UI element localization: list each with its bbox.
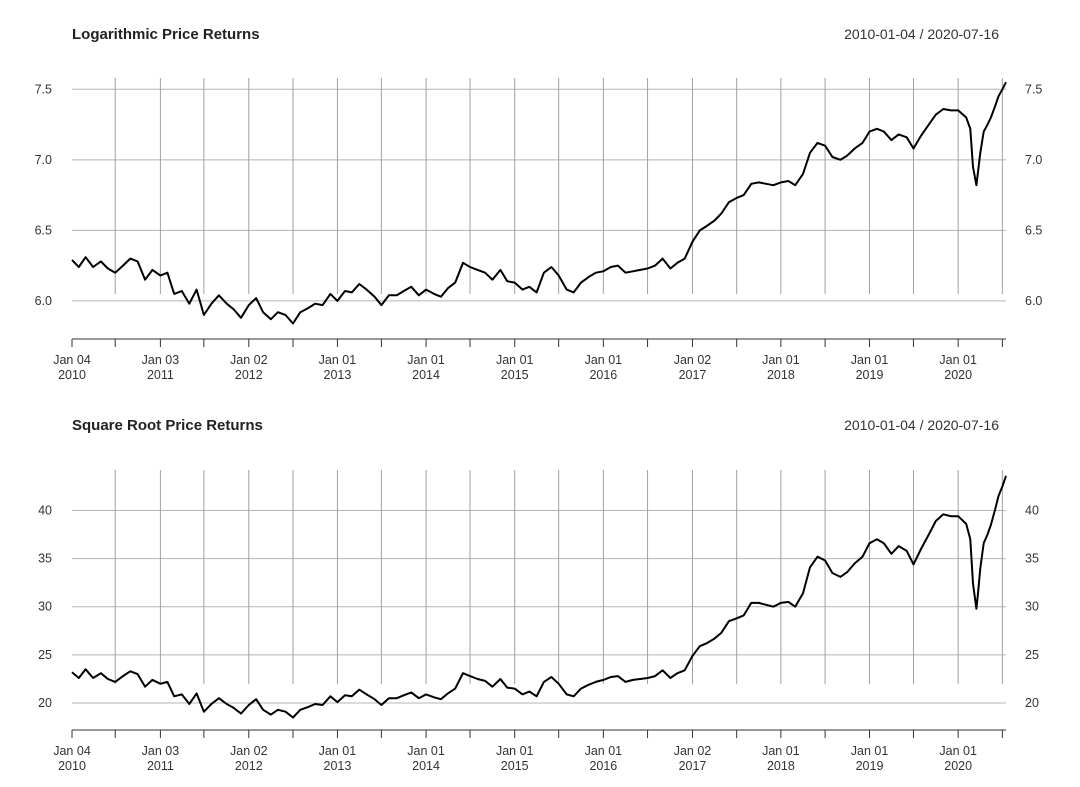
x-tick-label: Jan 04 xyxy=(53,744,91,758)
x-tick-label: 2013 xyxy=(324,759,352,773)
y-tick-labels-left: 20 25 30 35 40 xyxy=(38,503,52,710)
date-range-label: 2010-01-04 / 2020-07-16 xyxy=(844,26,999,42)
x-tick-label: Jan 02 xyxy=(230,744,268,758)
x-tick-label: 2018 xyxy=(767,368,795,382)
x-tick-label: Jan 02 xyxy=(674,353,712,367)
x-tick-label: 2011 xyxy=(147,368,174,382)
x-tick-label: Jan 01 xyxy=(496,353,534,367)
x-tick-label: 2014 xyxy=(412,368,440,382)
x-tick-label: 2011 xyxy=(147,759,174,773)
x-tick-label: 2014 xyxy=(412,759,440,773)
y-tick-label: 6.5 xyxy=(35,223,52,237)
sqrt-returns-panel: Square Root Price Returns 2010-01-04 / 2… xyxy=(38,417,1039,773)
horizontal-gridlines xyxy=(72,509,1006,704)
x-tick-label: Jan 04 xyxy=(53,353,91,367)
y-tick-label: 6.0 xyxy=(1025,294,1042,308)
price-series-line xyxy=(71,81,1007,325)
y-tick-label: 30 xyxy=(1025,600,1039,614)
horizontal-gridlines xyxy=(72,88,1006,302)
x-tick-label: 2010 xyxy=(58,759,86,773)
x-tick-label: 2019 xyxy=(856,368,884,382)
y-tick-label: 7.0 xyxy=(1025,153,1042,167)
x-tick-label: 2018 xyxy=(767,759,795,773)
x-tick-label: Jan 01 xyxy=(762,353,800,367)
x-tick-label: Jan 02 xyxy=(230,353,268,367)
x-tick-label: Jan 01 xyxy=(762,744,800,758)
x-tick-label: Jan 02 xyxy=(674,744,712,758)
x-tick-label: 2017 xyxy=(679,368,707,382)
x-tick-label: Jan 03 xyxy=(142,353,180,367)
y-tick-label: 7.5 xyxy=(35,82,52,96)
x-tick-label: Jan 01 xyxy=(407,744,445,758)
y-tick-labels-left: 6.0 6.5 7.0 7.5 xyxy=(35,82,52,308)
y-tick-labels-right: 6.0 6.5 7.0 7.5 xyxy=(1025,82,1042,308)
x-tick-label: Jan 01 xyxy=(496,744,534,758)
x-tick-label: 2017 xyxy=(679,759,707,773)
y-tick-label: 20 xyxy=(1025,696,1039,710)
y-tick-label: 35 xyxy=(1025,552,1039,566)
x-tick-label: Jan 01 xyxy=(851,744,889,758)
x-tick-label: Jan 01 xyxy=(939,353,977,367)
y-tick-label: 20 xyxy=(38,696,52,710)
x-tick-label: 2012 xyxy=(235,368,263,382)
y-tick-label: 7.5 xyxy=(1025,82,1042,96)
x-tick-label: 2016 xyxy=(589,368,617,382)
y-tick-labels-right: 20 25 30 35 40 xyxy=(1025,503,1039,710)
y-tick-label: 35 xyxy=(38,552,52,566)
chart-title: Logarithmic Price Returns xyxy=(72,26,260,43)
x-tick-label: 2012 xyxy=(235,759,263,773)
y-tick-label: 6.0 xyxy=(35,294,52,308)
price-series-line xyxy=(71,475,1007,719)
date-range-label: 2010-01-04 / 2020-07-16 xyxy=(844,417,999,433)
vertical-gridlines xyxy=(114,78,1003,294)
x-tick-label: Jan 01 xyxy=(319,353,357,367)
x-tick-label: 2019 xyxy=(856,759,884,773)
x-tick-label: 2010 xyxy=(58,368,86,382)
y-tick-label: 25 xyxy=(1025,648,1039,662)
y-tick-label: 40 xyxy=(1025,503,1039,517)
x-tick-label: Jan 01 xyxy=(939,744,977,758)
y-tick-label: 30 xyxy=(38,600,52,614)
x-tick-label: 2013 xyxy=(324,368,352,382)
log-returns-panel: Logarithmic Price Returns 2010-01-04 / 2… xyxy=(35,26,1043,382)
chart-title: Square Root Price Returns xyxy=(72,417,263,434)
x-tick-label: 2020 xyxy=(944,759,972,773)
y-tick-label: 25 xyxy=(38,648,52,662)
x-tick-label: Jan 01 xyxy=(851,353,889,367)
x-tick-label: 2015 xyxy=(501,368,529,382)
x-tick-label: Jan 01 xyxy=(585,353,623,367)
x-tick-label: Jan 01 xyxy=(407,353,445,367)
x-tick-label: 2016 xyxy=(589,759,617,773)
x-tick-label: Jan 01 xyxy=(585,744,623,758)
series-layer xyxy=(71,475,1007,719)
x-tick-label: Jan 01 xyxy=(319,744,357,758)
series-layer xyxy=(71,81,1007,325)
x-tick-label: 2020 xyxy=(944,368,972,382)
x-tick-label: Jan 03 xyxy=(142,744,180,758)
y-tick-label: 6.5 xyxy=(1025,223,1042,237)
vertical-gridlines xyxy=(114,470,1003,684)
y-tick-label: 40 xyxy=(38,503,52,517)
y-tick-label: 7.0 xyxy=(35,153,52,167)
x-tick-label: 2015 xyxy=(501,759,529,773)
